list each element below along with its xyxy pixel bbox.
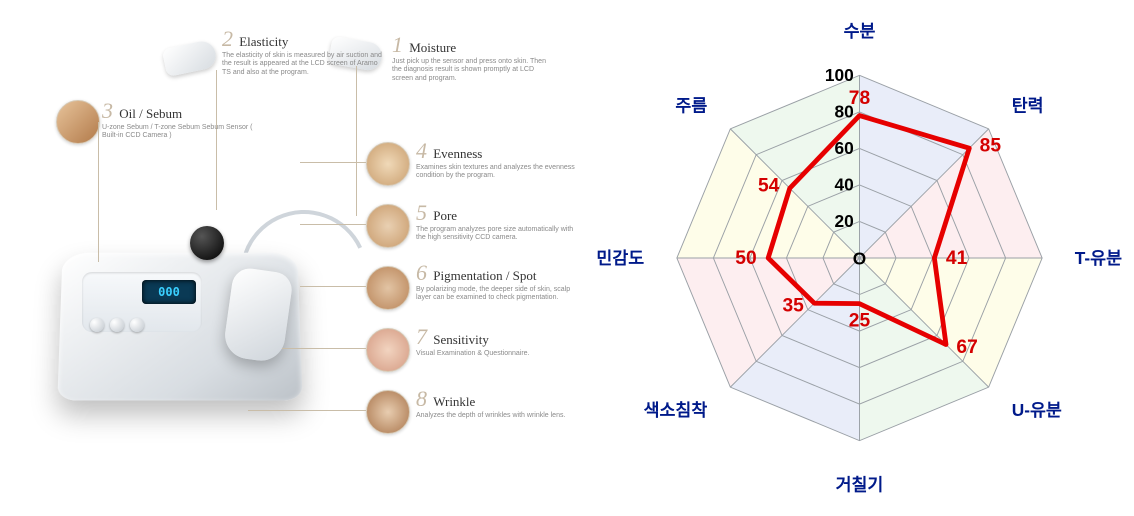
- radar-axis-label: T-유분: [1075, 248, 1122, 268]
- leader-line: [248, 410, 366, 411]
- radar-chart-panel: O20406080100 수분탄력T-유분U-유분거칠기색소침착민감도주름 78…: [560, 0, 1134, 516]
- radar-center-label: O: [853, 249, 866, 269]
- radar-axis-label: 민감도: [596, 248, 644, 268]
- callout-desc: Just pick up the sensor and press onto s…: [392, 58, 552, 83]
- callout-moisture: 1 Moisture Just pick up the sensor and p…: [392, 34, 552, 83]
- radar-tick-label: 40: [834, 175, 853, 195]
- radar-value-label: 35: [782, 296, 804, 317]
- callout-number: 8: [416, 386, 427, 411]
- radar-value-label: 85: [980, 135, 1002, 156]
- callout-number: 7: [416, 324, 427, 349]
- radar-value-label: 54: [758, 175, 780, 196]
- callout-elasticity: 2 Elasticity The elasticity of skin is m…: [222, 28, 382, 77]
- callout-title: Pigmentation / Spot: [433, 268, 536, 283]
- callout-desc: Visual Examination & Questionnaire.: [416, 350, 576, 358]
- callout-desc: Analyzes the depth of wrinkles with wrin…: [416, 412, 576, 420]
- leader-line: [356, 66, 357, 216]
- callout-sensitivity: 7 Sensitivity Visual Examination & Quest…: [416, 326, 576, 358]
- callout-number: 4: [416, 138, 427, 163]
- radar-axis-label: 색소침착: [644, 400, 708, 420]
- thumb-evenness-icon: [366, 142, 410, 186]
- callout-desc: Examines skin textures and analyzes the …: [416, 164, 576, 181]
- callout-title: Pore: [433, 208, 457, 223]
- radar-value-label: 41: [946, 248, 968, 269]
- callout-number: 5: [416, 200, 427, 225]
- thumb-oil-icon: [56, 100, 100, 144]
- callout-number: 1: [392, 32, 403, 57]
- thumb-pore-icon: [366, 204, 410, 248]
- device-lens: [190, 226, 224, 260]
- callout-evenness: 4 Evenness Examines skin textures and an…: [416, 140, 576, 181]
- page-root: 000 1 Moisture Just pick up: [0, 0, 1134, 516]
- device-lcd: 000: [142, 280, 196, 304]
- callout-title: Elasticity: [239, 34, 288, 49]
- leader-line: [300, 162, 366, 163]
- leader-line: [282, 348, 366, 349]
- thumb-wrinkle-icon: [366, 390, 410, 434]
- radar-axis-label: 주름: [675, 96, 707, 116]
- callout-title: Evenness: [433, 146, 482, 161]
- product-infographic-panel: 000 1 Moisture Just pick up: [0, 0, 560, 516]
- callout-title: Oil / Sebum: [119, 106, 182, 121]
- callout-number: 2: [222, 26, 233, 51]
- callout-desc: The elasticity of skin is measured by ai…: [222, 52, 382, 77]
- thumb-pigmentation-icon: [366, 266, 410, 310]
- callout-desc: By polarizing mode, the deeper side of s…: [416, 286, 576, 303]
- device-illustration: 000: [60, 190, 320, 420]
- radar-chart: O20406080100 수분탄력T-유분U-유분거칠기색소침착민감도주름 78…: [570, 10, 1124, 506]
- callout-title: Sensitivity: [433, 332, 489, 347]
- device-knob: [110, 318, 124, 332]
- callout-oil-sebum: 3 Oil / Sebum U-zone Sebum / T-zone Sebu…: [102, 100, 262, 141]
- callout-number: 3: [102, 98, 113, 123]
- radar-value-label: 78: [849, 88, 871, 109]
- callout-title: Moisture: [409, 40, 456, 55]
- callout-number: 6: [416, 260, 427, 285]
- leader-line: [98, 122, 99, 262]
- callout-desc: The program analyzes pore size automatic…: [416, 226, 576, 243]
- probe-elasticity-icon: [162, 39, 219, 77]
- callout-title: Wrinkle: [433, 394, 475, 409]
- radar-axis-label: U-유분: [1012, 400, 1062, 420]
- callout-pore: 5 Pore The program analyzes pore size au…: [416, 202, 576, 243]
- radar-tick-label: 60: [834, 138, 853, 158]
- radar-value-label: 67: [956, 337, 977, 358]
- leader-line: [300, 286, 366, 287]
- callout-desc: U-zone Sebum / T-zone Sebum Sebum Sensor…: [102, 124, 262, 141]
- leader-line: [300, 224, 366, 225]
- radar-axis-label: 탄력: [1012, 96, 1044, 116]
- radar-tick-label: 100: [825, 65, 854, 85]
- callout-pigmentation: 6 Pigmentation / Spot By polarizing mode…: [416, 262, 576, 303]
- callout-wrinkle: 8 Wrinkle Analyzes the depth of wrinkles…: [416, 388, 576, 420]
- radar-axis-label: 수분: [844, 21, 876, 41]
- radar-tick-label: 20: [834, 211, 853, 231]
- device-knob: [90, 318, 104, 332]
- radar-axis-label: 거칠기: [836, 475, 884, 495]
- device-knob: [130, 318, 144, 332]
- radar-value-label: 25: [849, 311, 871, 332]
- radar-value-label: 50: [735, 248, 756, 269]
- thumb-sensitivity-icon: [366, 328, 410, 372]
